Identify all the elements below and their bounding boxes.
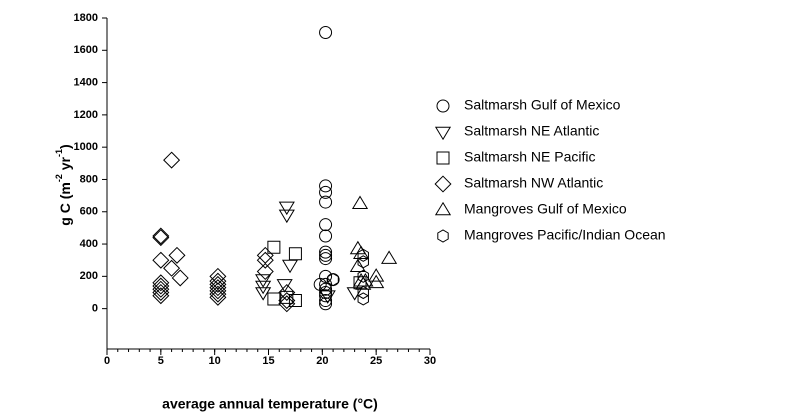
point [152, 229, 170, 247]
x-tick-label: 25 [370, 355, 382, 367]
point [152, 287, 170, 305]
point [256, 262, 274, 281]
point [278, 209, 295, 224]
point [168, 246, 186, 264]
legend-marker [434, 175, 452, 193]
point [256, 246, 274, 264]
legend-label: Saltmarsh Gulf of Mexico [464, 97, 621, 113]
point [267, 292, 281, 306]
x-tick-label: 20 [316, 355, 328, 367]
point [163, 259, 181, 277]
point [357, 273, 374, 287]
y-label-sup: -2 [54, 174, 64, 182]
point [319, 297, 333, 311]
point [152, 251, 170, 269]
y-tick-label: 400 [80, 238, 98, 250]
point [319, 245, 333, 259]
point [278, 295, 296, 313]
x-tick-label: 15 [262, 355, 274, 367]
legend-label: Saltmarsh NW Atlantic [464, 175, 603, 191]
point [276, 279, 293, 293]
point [357, 248, 369, 262]
point [171, 269, 189, 287]
y-tick-label: 1000 [74, 141, 98, 153]
x-axis-label: average annual temperature (°C) [162, 396, 378, 412]
point [319, 252, 333, 266]
x-tick-label: 10 [209, 355, 221, 367]
point [278, 283, 296, 301]
point [209, 282, 227, 300]
point [281, 259, 299, 274]
point [278, 201, 295, 216]
point [319, 229, 333, 243]
y-tick-label: 800 [80, 173, 98, 185]
y-tick-label: 600 [80, 206, 98, 218]
point [319, 290, 336, 304]
y-label-sup: -1 [54, 149, 64, 157]
point [163, 151, 181, 169]
point [313, 277, 327, 291]
y-label-part: g C (m [57, 182, 73, 226]
point [319, 179, 333, 193]
legend-marker [434, 126, 452, 141]
point [152, 280, 170, 298]
y-axis-label: g C (m-2 yr-1) [54, 144, 72, 225]
point [351, 195, 369, 209]
point [209, 275, 227, 293]
legend-marker [434, 201, 452, 216]
legend-marker [437, 229, 449, 243]
point [152, 283, 170, 301]
point [209, 285, 227, 303]
legend: Saltmarsh Gulf of Mexico Saltmarsh NE Atl… [434, 97, 666, 243]
point [349, 258, 366, 272]
y-tick-label: 200 [80, 270, 98, 282]
x-tick-label: 30 [424, 355, 436, 367]
point [381, 250, 398, 264]
y-tick-label: 0 [92, 303, 98, 315]
legend-label: Mangroves Pacific/Indian Ocean [464, 227, 666, 243]
point [256, 251, 274, 269]
point [267, 240, 281, 254]
point [319, 294, 333, 308]
point [357, 269, 369, 283]
point [357, 285, 369, 300]
y-tick-label: 1600 [74, 44, 98, 56]
point [327, 272, 339, 287]
legend-marker [436, 99, 450, 113]
point [288, 294, 302, 308]
point [319, 185, 333, 199]
y-tick-label: 1200 [74, 109, 98, 121]
point [357, 255, 369, 269]
point [319, 218, 333, 232]
y-label-part: ) [57, 144, 73, 149]
point [357, 292, 369, 306]
point [209, 279, 227, 297]
point [368, 268, 385, 282]
point [152, 274, 170, 292]
point [152, 227, 170, 245]
legend-label: Mangroves Gulf of Mexico [464, 201, 627, 217]
point [319, 195, 333, 209]
point [368, 274, 385, 289]
point [319, 26, 333, 40]
point [278, 292, 296, 310]
legend-label: Saltmarsh NE Atlantic [464, 123, 599, 139]
y-tick-label: 1800 [74, 12, 98, 24]
point [288, 247, 302, 261]
point [209, 267, 227, 285]
x-tick-label: 5 [158, 355, 164, 367]
y-label-part: yr [57, 156, 73, 174]
point [319, 248, 333, 262]
point [319, 282, 333, 296]
point [353, 245, 370, 260]
y-tick-label: 1400 [74, 76, 98, 88]
legend-marker [436, 151, 450, 165]
point [152, 277, 170, 295]
point [255, 287, 272, 301]
legend-label: Saltmarsh NE Pacific [464, 149, 595, 165]
point [209, 288, 227, 306]
x-tick-label: 0 [104, 355, 110, 367]
